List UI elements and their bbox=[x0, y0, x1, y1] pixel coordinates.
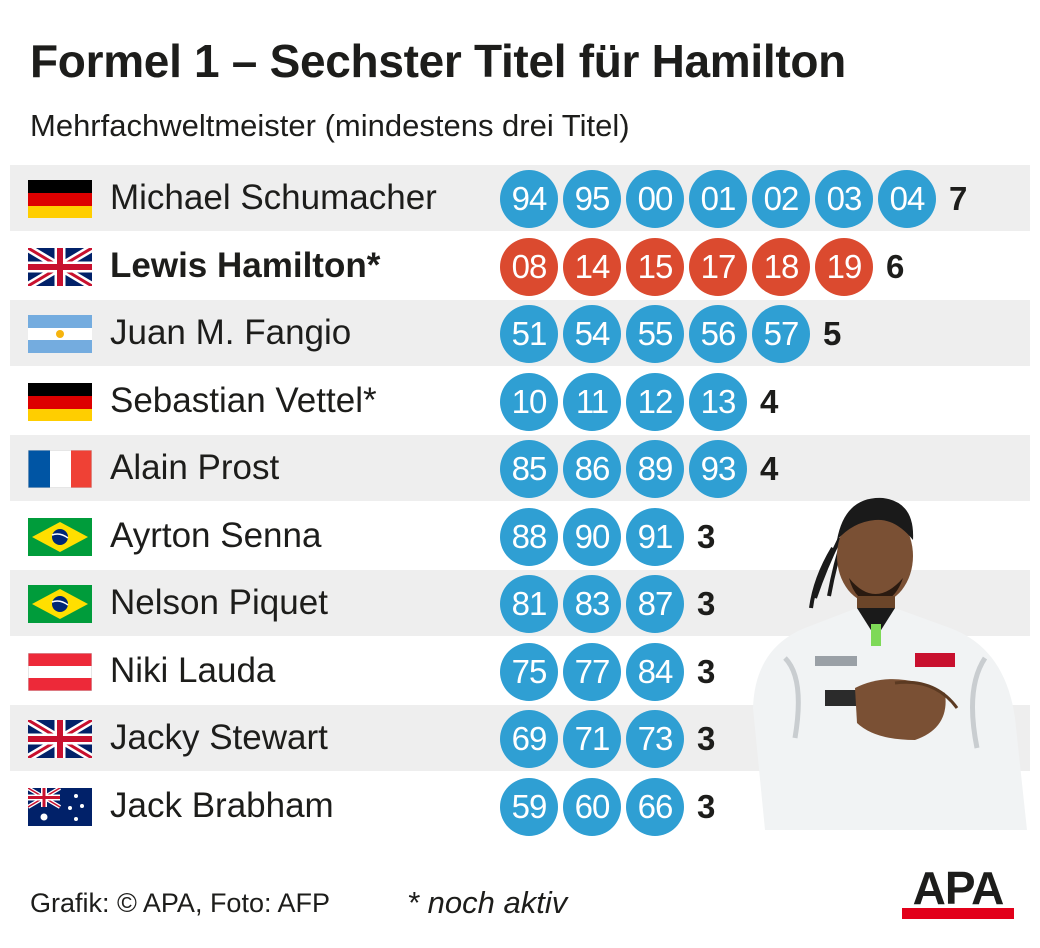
apa-logo-bar bbox=[902, 908, 1014, 919]
title-count: 3 bbox=[697, 517, 716, 555]
table-row: Juan M. Fangio 51 54 55 56 57 5 bbox=[10, 300, 1030, 366]
driver-name: Niki Lauda bbox=[110, 650, 276, 690]
title-year-badge: 90 bbox=[563, 507, 621, 566]
uk-flag-icon bbox=[28, 720, 92, 758]
table-row: Lewis Hamilton* 08 14 15 17 18 19 6 bbox=[10, 233, 1030, 299]
driver-name: Ayrton Senna bbox=[110, 515, 322, 555]
title-year-badge: 87 bbox=[626, 575, 684, 633]
footnote-text: * noch aktiv bbox=[407, 885, 568, 920]
title-year-badge: 69 bbox=[500, 710, 558, 768]
title-year-badge: 14 bbox=[563, 237, 621, 296]
title-count: 7 bbox=[949, 180, 968, 217]
chart-title: Formel 1 – Sechster Titel für Hamilton bbox=[30, 35, 846, 87]
title-count: 3 bbox=[697, 720, 716, 757]
table-row: Alain Prost 85 86 89 93 4 bbox=[10, 435, 1030, 501]
title-year-badge: 60 bbox=[563, 777, 621, 836]
title-year-badge: 01 bbox=[689, 170, 747, 228]
title-year-badge: 55 bbox=[626, 305, 684, 363]
title-year-badge: 81 bbox=[500, 575, 558, 633]
title-year-badge: 15 bbox=[626, 237, 684, 296]
title-count: 4 bbox=[760, 382, 779, 420]
table-row: Niki Lauda 75 77 84 3 bbox=[10, 638, 1030, 704]
driver-name: Alain Prost bbox=[110, 448, 280, 487]
title-year-badge: 51 bbox=[500, 305, 558, 363]
title-year-badge: 93 bbox=[689, 440, 747, 498]
driver-name: Jacky Stewart bbox=[110, 718, 328, 757]
apa-logo-text: APA bbox=[912, 862, 1005, 914]
title-count: 6 bbox=[886, 247, 905, 285]
title-year-badge: 04 bbox=[878, 170, 936, 228]
driver-name: Juan M. Fangio bbox=[110, 313, 352, 352]
chart-subtitle: Mehrfachweltmeister (mindestens drei Tit… bbox=[30, 108, 630, 143]
title-count: 3 bbox=[697, 585, 716, 622]
table-row: Michael Schumacher 94 95 00 01 02 03 04 7 bbox=[10, 165, 1030, 231]
title-year-badge: 18 bbox=[752, 237, 810, 296]
title-year-badge: 75 bbox=[500, 642, 558, 701]
title-year-badge: 12 bbox=[626, 372, 684, 431]
brazil-flag-icon bbox=[28, 585, 92, 623]
title-count: 4 bbox=[760, 450, 779, 487]
driver-name: Jack Brabham bbox=[110, 785, 334, 825]
credit-text: Grafik: © APA, Foto: AFP bbox=[30, 888, 330, 918]
table-row: Sebastian Vettel* 10 11 12 13 4 bbox=[10, 368, 1030, 434]
champions-table: Michael Schumacher 94 95 00 01 02 03 04 7 Lewis H… bbox=[10, 165, 1030, 840]
apa-logo: APA bbox=[902, 862, 1014, 920]
title-year-badge: 95 bbox=[563, 170, 621, 228]
title-count: 5 bbox=[823, 315, 842, 352]
title-year-badge: 57 bbox=[752, 305, 810, 363]
title-count: 3 bbox=[697, 787, 716, 825]
title-year-badge: 00 bbox=[626, 170, 684, 228]
title-year-badge: 84 bbox=[626, 642, 684, 701]
title-year-badge: 88 bbox=[500, 507, 558, 566]
driver-photo-icon bbox=[753, 497, 1027, 830]
table-row: Ayrton Senna 88 90 91 3 bbox=[10, 503, 1030, 569]
table-row: Jack Brabham 59 60 66 3 bbox=[10, 773, 1030, 839]
title-year-badge: 59 bbox=[500, 777, 558, 836]
driver-name: Lewis Hamilton* bbox=[110, 245, 381, 285]
australia-flag-icon bbox=[28, 787, 92, 826]
title-year-badge: 13 bbox=[689, 372, 747, 431]
title-year-badge: 56 bbox=[689, 305, 747, 363]
germany-flag-icon bbox=[28, 382, 92, 421]
title-year-badge: 91 bbox=[626, 507, 684, 566]
title-year-badge: 89 bbox=[626, 440, 684, 498]
title-year-badge: 77 bbox=[563, 642, 621, 701]
title-year-badge: 11 bbox=[563, 372, 621, 431]
title-year-badge: 17 bbox=[689, 237, 747, 296]
title-year-badge: 86 bbox=[563, 440, 621, 498]
title-year-badge: 85 bbox=[500, 440, 558, 498]
uk-flag-icon bbox=[28, 247, 92, 286]
germany-flag-icon bbox=[28, 180, 92, 218]
title-year-badge: 66 bbox=[626, 777, 684, 836]
title-year-badge: 19 bbox=[815, 237, 873, 296]
title-year-badge: 10 bbox=[500, 372, 558, 431]
title-year-badge: 71 bbox=[563, 710, 621, 768]
brazil-flag-icon bbox=[28, 517, 92, 556]
argentina-flag-icon bbox=[28, 315, 92, 353]
title-count: 3 bbox=[697, 652, 716, 690]
title-year-badge: 08 bbox=[500, 237, 558, 296]
driver-name: Michael Schumacher bbox=[110, 178, 437, 217]
austria-flag-icon bbox=[28, 652, 92, 691]
title-year-badge: 02 bbox=[752, 170, 810, 228]
title-year-badge: 54 bbox=[563, 305, 621, 363]
title-year-badge: 03 bbox=[815, 170, 873, 228]
france-flag-icon bbox=[28, 450, 92, 488]
title-year-badge: 83 bbox=[563, 575, 621, 633]
title-year-badge: 73 bbox=[626, 710, 684, 768]
driver-name: Sebastian Vettel* bbox=[110, 380, 377, 420]
driver-name: Nelson Piquet bbox=[110, 583, 328, 622]
title-year-badge: 94 bbox=[500, 170, 558, 228]
